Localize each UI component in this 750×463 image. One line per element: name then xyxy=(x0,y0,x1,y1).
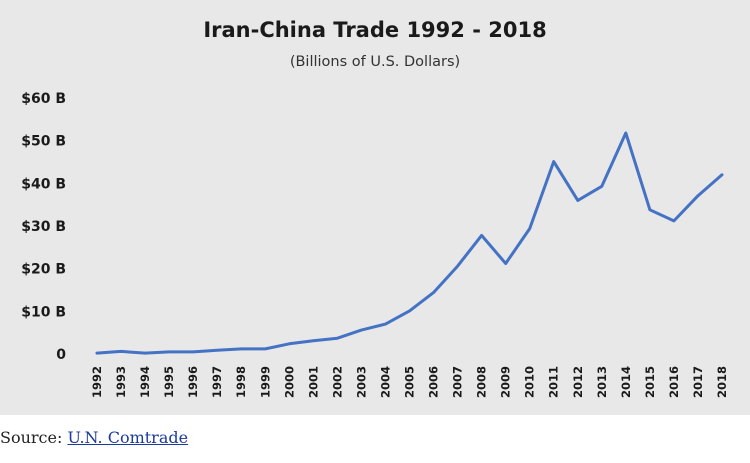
x-tick-label: 2008 xyxy=(475,366,489,398)
y-tick-label: $20 B xyxy=(21,262,66,278)
data-point xyxy=(408,309,411,313)
data-point xyxy=(552,160,555,163)
chart-panel: Iran-China Trade 1992 - 2018 (Billions o… xyxy=(0,0,750,415)
data-point xyxy=(576,199,579,202)
data-point xyxy=(264,347,267,351)
data-point xyxy=(312,339,315,342)
data-point xyxy=(456,264,459,268)
x-tick-label: 2004 xyxy=(378,366,392,398)
data-point xyxy=(360,328,363,332)
source-prefix: Source: xyxy=(0,428,68,447)
x-tick-label: 2009 xyxy=(499,366,513,398)
data-point xyxy=(143,351,147,355)
data-point xyxy=(192,350,195,354)
data-point xyxy=(336,337,339,340)
data-point xyxy=(648,208,652,211)
data-point xyxy=(240,347,243,351)
data-point xyxy=(432,291,435,294)
x-tick-label: 2002 xyxy=(330,366,344,398)
data-point xyxy=(672,219,676,223)
x-tick-label: 1994 xyxy=(138,366,152,398)
x-tick-label: 1998 xyxy=(234,366,248,398)
x-tick-label: 2006 xyxy=(427,366,441,398)
x-tick-label: 1993 xyxy=(114,366,128,398)
x-tick-label: 1999 xyxy=(258,366,272,398)
x-tick-label: 2005 xyxy=(403,366,417,398)
data-point xyxy=(600,185,603,188)
y-tick-label: $10 B xyxy=(21,304,66,320)
line-chart: Iran-China Trade 1992 - 2018 (Billions o… xyxy=(21,18,729,398)
y-tick-label: $30 B xyxy=(21,219,66,235)
data-point xyxy=(480,234,483,237)
x-tick-label: 1996 xyxy=(186,366,200,398)
data-point xyxy=(216,349,219,352)
source-link[interactable]: U.N. Comtrade xyxy=(67,428,189,447)
x-tick-label: 2001 xyxy=(306,366,320,398)
x-tick-label: 2012 xyxy=(571,366,585,398)
x-tick-label: 1992 xyxy=(90,366,104,398)
x-tick-label: 2018 xyxy=(715,366,729,398)
data-point xyxy=(167,350,171,354)
y-tick-label: $40 B xyxy=(21,176,66,192)
source-line: Source: U.N. Comtrade xyxy=(0,428,188,447)
data-point xyxy=(528,227,531,230)
x-tick-label: 2011 xyxy=(547,366,561,398)
y-tick-label: 0 xyxy=(56,347,66,363)
chart-title: Iran-China Trade 1992 - 2018 xyxy=(203,18,546,42)
x-tick-label: 1997 xyxy=(210,366,224,398)
x-tick-label: 2013 xyxy=(595,366,609,398)
data-point xyxy=(696,194,700,197)
data-point xyxy=(504,262,507,265)
y-axis: 0 $10 B $20 B $30 B $40 B $50 B $60 B xyxy=(21,91,66,363)
data-point xyxy=(720,173,724,176)
x-tick-label: 2000 xyxy=(282,366,296,398)
data-point xyxy=(95,351,99,355)
x-tick-label: 2010 xyxy=(523,366,537,398)
x-tick-label: 2017 xyxy=(691,366,705,398)
x-axis: 1992 1993 1994 1995 1996 1997 1998 1999 2000 2001… xyxy=(90,366,729,398)
chart-subtitle: (Billions of U.S. Dollars) xyxy=(290,54,460,70)
x-tick-label: 1995 xyxy=(162,366,176,398)
y-tick-label: $50 B xyxy=(21,134,66,150)
x-tick-label: 2007 xyxy=(451,366,465,398)
x-tick-label: 2014 xyxy=(619,366,633,398)
x-tick-label: 2015 xyxy=(643,366,657,398)
data-point xyxy=(119,350,123,353)
y-tick-label: $60 B xyxy=(21,91,66,107)
data-point xyxy=(384,322,387,326)
x-tick-label: 2003 xyxy=(354,366,368,398)
data-point xyxy=(624,131,627,135)
x-tick-label: 2016 xyxy=(667,366,681,398)
series-line xyxy=(95,131,724,355)
series-layer xyxy=(95,131,724,355)
data-point xyxy=(288,342,291,345)
